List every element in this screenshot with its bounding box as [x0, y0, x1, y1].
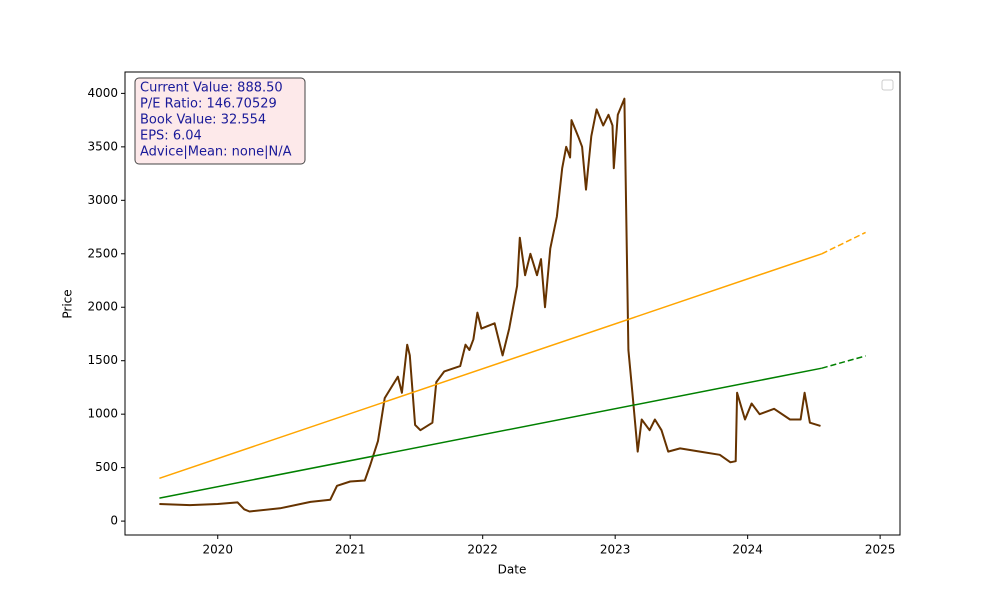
annotation-bg	[134, 77, 306, 165]
annotation-line: P/E Ratio: 146.70529	[140, 97, 277, 112]
legend	[881, 79, 894, 91]
annotation-line: Current Value: 888.50	[140, 81, 283, 96]
x-axis-label: Date	[498, 563, 527, 577]
annotation-line: Book Value: 32.554	[140, 113, 266, 128]
y-tick-label: 3000	[87, 193, 118, 207]
x-tick-label: 2021	[335, 543, 366, 557]
annotation-line: Advice|Mean: none|N/A	[140, 145, 292, 160]
y-tick-label: 2000	[87, 300, 118, 314]
annotation-line: EPS: 6.04	[140, 129, 202, 144]
x-tick-label: 2023	[600, 543, 631, 557]
series-line	[159, 253, 823, 480]
series-line	[821, 231, 866, 255]
series-line	[159, 97, 821, 513]
x-tick-label: 2024	[732, 543, 763, 557]
series-line	[159, 367, 822, 499]
annotation-box: Current Value: 888.50P/E Ratio: 146.7052…	[134, 77, 306, 165]
x-tick-label: 2025	[865, 543, 896, 557]
y-tick-label: 1500	[87, 353, 118, 367]
y-tick-label: 500	[95, 460, 118, 474]
series-line	[821, 355, 866, 369]
plot-frame	[124, 71, 901, 536]
y-tick-label: 4000	[87, 86, 118, 100]
y-tick-label: 1000	[87, 407, 118, 421]
y-tick-label: 3500	[87, 139, 118, 153]
y-tick-label: 2500	[87, 246, 118, 260]
x-tick-label: 2020	[202, 543, 233, 557]
y-tick-label: 0	[110, 514, 118, 528]
y-axis-label: Price	[61, 289, 75, 318]
x-tick-label: 2022	[467, 543, 498, 557]
